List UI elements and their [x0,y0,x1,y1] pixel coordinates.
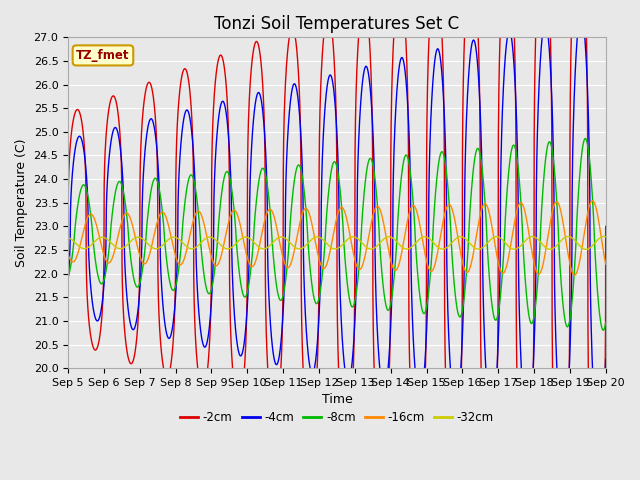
Y-axis label: Soil Temperature (C): Soil Temperature (C) [15,139,28,267]
Text: TZ_fmet: TZ_fmet [76,49,130,62]
X-axis label: Time: Time [321,394,352,407]
Title: Tonzi Soil Temperatures Set C: Tonzi Soil Temperatures Set C [214,15,460,33]
Legend: -2cm, -4cm, -8cm, -16cm, -32cm: -2cm, -4cm, -8cm, -16cm, -32cm [175,406,499,429]
